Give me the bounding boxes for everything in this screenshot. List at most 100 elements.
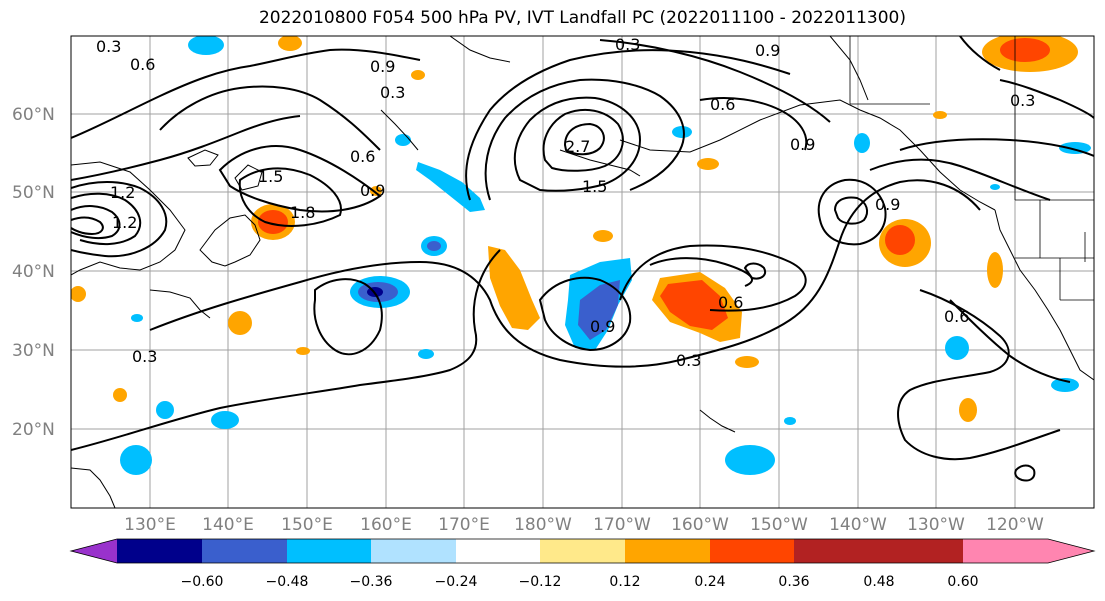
lon-label: 150°E: [281, 515, 333, 535]
positive-anomaly: [370, 186, 382, 196]
contour-label: 0.3: [96, 37, 121, 56]
colorbar-segment: [540, 539, 625, 563]
contour-label: 2.7: [565, 137, 590, 156]
negative-anomaly: [990, 184, 1000, 190]
contour-label: 1.2: [112, 213, 137, 232]
contour-label: 0.6: [718, 293, 743, 312]
lat-label: 20°N: [12, 420, 55, 440]
contour-label: 1.2: [110, 183, 135, 202]
colorbar-segment: [371, 539, 456, 563]
colorbar-segment: [794, 539, 879, 563]
contour-label: 0.9: [360, 181, 385, 200]
negative-anomaly: [784, 417, 796, 425]
contour-label: 0.6: [944, 307, 969, 326]
colorbar-max-extend: [963, 539, 1094, 563]
negative-anomaly-core: [427, 241, 441, 251]
map-title: 2022010800 F054 500 hPa PV, IVT Landfall…: [258, 8, 906, 28]
positive-anomaly: [278, 36, 302, 51]
lon-label: 140°W: [829, 515, 887, 535]
positive-anomaly: [959, 398, 977, 422]
positive-anomaly: [735, 356, 759, 368]
colorbar-segment: [202, 539, 287, 563]
colorbar: −0.60 −0.48 −0.36 −0.24 −0.12 0.12 0.24 …: [69, 538, 1096, 590]
lon-label: 130°W: [907, 515, 965, 535]
contour-label: 0.9: [875, 195, 900, 214]
contour-label: 1.5: [258, 167, 283, 186]
positive-anomaly: [71, 286, 86, 302]
positive-anomaly-core: [660, 280, 728, 330]
colorbar-segment: [710, 539, 794, 563]
positive-anomaly: [113, 388, 127, 402]
positive-anomaly-core: [258, 210, 288, 234]
contour-label: 0.3: [676, 351, 701, 370]
positive-anomaly-core: [1000, 38, 1050, 62]
lat-label: 50°N: [12, 183, 55, 203]
colorbar-outline: [69, 538, 1096, 564]
negative-anomaly: [156, 401, 174, 419]
colorbar-segment: [287, 539, 371, 563]
positive-anomaly: [228, 311, 252, 335]
contour-label: 0.6: [350, 147, 375, 166]
contour-labels: 0.3 0.6 0.9 0.3 1.5 1.2 0.6 1.2 1.8 0.9 …: [96, 35, 1035, 370]
contour-label: 0.9: [790, 135, 815, 154]
longitude-labels: 130°E 140°E 150°E 160°E 170°E 180°W 170°…: [124, 515, 1044, 535]
negative-anomaly: [416, 162, 485, 212]
positive-anomaly: [593, 230, 613, 242]
positive-anomaly: [411, 70, 425, 80]
lon-label: 170°E: [438, 515, 490, 535]
negative-anomaly: [131, 314, 143, 322]
positive-anomaly: [697, 158, 719, 170]
colorbar-tick: 0.48: [863, 574, 894, 590]
coastlines: [71, 36, 1094, 508]
colorbar-tick: 0.24: [694, 574, 725, 590]
contour-label: 1.8: [290, 203, 315, 222]
lon-label: 170°W: [593, 515, 651, 535]
colorbar-min-extend: [71, 539, 117, 563]
map-frame: [70, 35, 1095, 509]
state-boundaries: [849, 36, 1094, 301]
contour-label: 0.9: [755, 41, 780, 60]
negative-anomaly: [854, 133, 870, 153]
lat-label: 30°N: [12, 341, 55, 361]
lon-label: 160°W: [671, 515, 729, 535]
negative-anomaly: [188, 36, 224, 55]
negative-anomaly: [120, 445, 152, 475]
contour-label: 0.3: [615, 35, 640, 54]
colorbar-segment: [879, 539, 963, 563]
lon-label: 120°W: [986, 515, 1044, 535]
lon-label: 130°E: [124, 515, 176, 535]
colorbar-tick: −0.12: [519, 574, 562, 590]
colorbar-segment: [625, 539, 710, 563]
lat-label: 60°N: [12, 105, 55, 125]
contour-label: 0.3: [380, 83, 405, 102]
lat-label: 40°N: [12, 262, 55, 282]
colorbar-tick: 0.12: [609, 574, 640, 590]
negative-anomaly: [418, 349, 434, 359]
contour-label: 1.5: [582, 177, 607, 196]
colorbar-tick: −0.60: [181, 574, 224, 590]
negative-anomaly: [945, 336, 969, 360]
negative-anomaly: [1051, 378, 1079, 392]
lon-label: 160°E: [360, 515, 412, 535]
colorbar-tick: 0.36: [778, 574, 809, 590]
colorbar-segment: [456, 539, 540, 563]
colorbar-tick: 0.60: [947, 574, 978, 590]
contour-label: 0.3: [132, 347, 157, 366]
contour-label: 0.6: [130, 55, 155, 74]
contour-label: 0.6: [710, 95, 735, 114]
contour-label: 0.9: [370, 57, 395, 76]
colorbar-tick: −0.36: [350, 574, 393, 590]
negative-anomaly: [395, 134, 411, 146]
negative-anomaly: [672, 126, 692, 138]
positive-anomaly: [933, 111, 947, 119]
lon-label: 140°E: [202, 515, 254, 535]
contour-label: 0.9: [590, 317, 615, 336]
latitude-labels: 60°N 50°N 40°N 30°N 20°N: [12, 105, 55, 440]
positive-anomaly: [488, 246, 540, 330]
pv-contours: [71, 36, 1094, 482]
positive-anomaly-core: [885, 225, 915, 255]
contour-label: 0.3: [1010, 91, 1035, 110]
negative-anomaly: [725, 445, 775, 475]
colorbar-tick: −0.24: [435, 574, 478, 590]
